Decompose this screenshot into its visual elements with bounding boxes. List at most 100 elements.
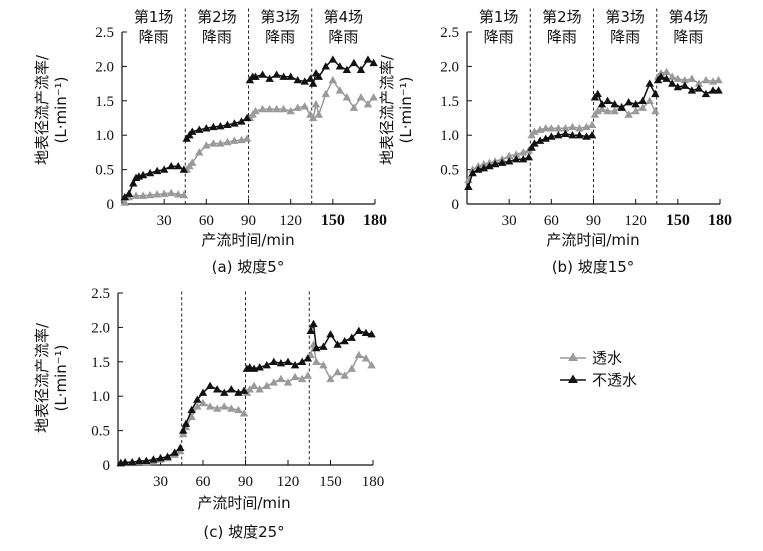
panel-b-impermeable-point	[561, 129, 570, 137]
panel-b-impermeable-point	[638, 96, 647, 104]
panel-c-impermeable-point	[306, 326, 315, 334]
panel-c-permeable-point	[245, 385, 254, 393]
panel-a-ylabel-line2: (L·min⁻¹)	[52, 76, 70, 143]
panel-a-permeable-point	[265, 104, 274, 113]
panel-c-xtick-label: 120	[277, 474, 300, 490]
panel-a-ylabel-line1: 地表径流产流率/	[33, 54, 51, 165]
panel-a-rain-sublabel-3: 降雨	[265, 28, 295, 46]
panel-a-permeable-point	[293, 103, 302, 111]
panel-b-impermeable-point	[479, 164, 489, 172]
panel-a-impermeable-point	[335, 62, 345, 70]
panel-b-impermeable-point	[610, 100, 619, 108]
panel-b-impermeable-point	[530, 139, 539, 147]
panel-b-permeable-point	[530, 127, 539, 135]
panel-a-impermeable-point	[251, 72, 260, 80]
legend-permeable-label: 透水	[592, 349, 622, 367]
panel-b-impermeable-point	[656, 72, 666, 80]
panel-c-permeable-point	[198, 398, 208, 407]
panel-a-permeable-point	[195, 148, 204, 156]
panel-b-impermeable-point	[645, 79, 654, 87]
panel-c-xtick-label: 90	[238, 474, 253, 490]
panel-b-impermeable-point	[547, 132, 556, 140]
panel-c-permeable-point	[205, 402, 215, 410]
panel-c-impermeable-point	[149, 455, 158, 463]
panel-c-impermeable-point	[135, 456, 144, 465]
legend-impermeable-marker	[568, 374, 578, 383]
panel-b-impermeable-point	[464, 182, 473, 190]
panel-b-impermeable-point	[624, 97, 633, 106]
panel-c-impermeable-point	[227, 385, 236, 393]
panel-b-ytick-label: 0.5	[440, 163, 459, 179]
panel-c-impermeable-point	[198, 388, 208, 396]
panel-c-permeable-point	[312, 357, 321, 365]
panel-b-xtick-label: 60	[544, 213, 559, 229]
panel-a-impermeable-point	[174, 161, 183, 170]
panel-c-impermeable-point	[176, 443, 185, 451]
panel-b-impermeable-point	[535, 136, 545, 144]
panel-a-permeable-point	[202, 141, 211, 149]
panel-b-impermeable-point	[714, 86, 723, 94]
panel-b-impermeable-point	[597, 100, 607, 108]
panel-c-impermeable-point	[181, 419, 191, 427]
panel-b-permeable-point	[554, 124, 563, 132]
panel-b-permeable-point	[651, 106, 660, 115]
panel-a-xtick-label: 150	[321, 212, 345, 229]
panel-a-permeable-point	[328, 75, 338, 84]
panel-c-permeable-point	[326, 374, 335, 383]
panel-b-permeable-point	[624, 110, 633, 118]
panel-a-permeable-point	[279, 104, 288, 113]
panel-a-permeable-point	[321, 89, 331, 98]
panel-b-permeable-point	[568, 122, 577, 131]
panel-a-impermeable-series-line	[312, 58, 374, 84]
panel-c-impermeable-point	[205, 381, 215, 390]
panel-a-impermeable-point	[300, 77, 309, 85]
panel-b-ytick-label: 2.0	[440, 59, 459, 75]
panel-a-permeable-point	[342, 93, 352, 101]
panel-a-impermeable-point	[209, 122, 218, 131]
panel-a-permeable-point	[308, 113, 318, 122]
panel-b-permeable-point	[680, 75, 690, 84]
panel-c-permeable-point	[297, 374, 307, 383]
panel-b-xlabel: 产流时间/min	[546, 231, 639, 249]
panel-a-permeable-point	[145, 190, 155, 199]
panel-a-impermeable-point	[188, 127, 197, 135]
panel-b-permeable-point	[694, 79, 704, 87]
panel-b-ytick-label: 1.5	[440, 94, 459, 110]
panel-b-permeable-point	[575, 124, 584, 132]
panel-a-rain-sublabel-2: 降雨	[202, 28, 232, 46]
panel-b-xtick-label: 180	[708, 212, 732, 229]
panel-c-xtick-label: 30	[153, 474, 168, 490]
panel-a-xtick-label: 60	[199, 213, 214, 229]
panel-c-ylabel-line2: (L·min⁻¹)	[52, 344, 70, 411]
panel-c-permeable-point	[269, 378, 279, 386]
panel-c-impermeable-point	[276, 358, 286, 367]
panel-a-rain-label-4: 第4场	[324, 8, 364, 26]
panel-b-impermeable-point	[673, 82, 683, 91]
panel-b-impermeable-point	[519, 155, 528, 163]
panel-c-impermeable-point	[178, 426, 188, 434]
panel-c-permeable-point	[255, 385, 264, 393]
panel-c-impermeable-point	[347, 333, 356, 341]
panel-a-xlabel: 产流时间/min	[201, 231, 294, 249]
panel-b-xtick-label: 30	[502, 213, 517, 229]
panel-b-caption: (b) 坡度15°	[552, 258, 635, 276]
panel-c-permeable-point	[347, 364, 356, 372]
panel-b-permeable-point	[687, 74, 697, 82]
panel-a: 地表径流产流率/ (L·min⁻¹) 产流时间/min (a) 坡度5° 0 0.…	[33, 6, 387, 276]
panel-a-impermeable-point	[166, 161, 176, 170]
panel-c-impermeable-point	[367, 330, 376, 338]
panel-c-permeable-point	[303, 371, 313, 379]
panel-a-permeable-point	[138, 191, 148, 199]
panel-b-impermeable-point	[524, 153, 534, 161]
panel-a-permeable-point	[159, 189, 169, 197]
panel-a-impermeable-point	[242, 113, 252, 122]
panel-a-impermeable-point	[356, 65, 366, 73]
panel-c-permeable-point	[367, 361, 376, 369]
panel-b: 地表径流产流率/ (L·min⁻¹) 产流时间/min (b) 坡度15° 0 0…	[378, 6, 732, 276]
panel-a-permeable-point	[179, 190, 189, 199]
panel-b-permeable-point	[593, 106, 602, 115]
panel-a-permeable-point	[349, 103, 359, 111]
panel-a-rain-sublabel-4: 降雨	[328, 28, 358, 46]
panel-b-rain-label-2: 第2场	[542, 8, 582, 26]
panel-c-ytick-label: 1.0	[91, 389, 110, 405]
